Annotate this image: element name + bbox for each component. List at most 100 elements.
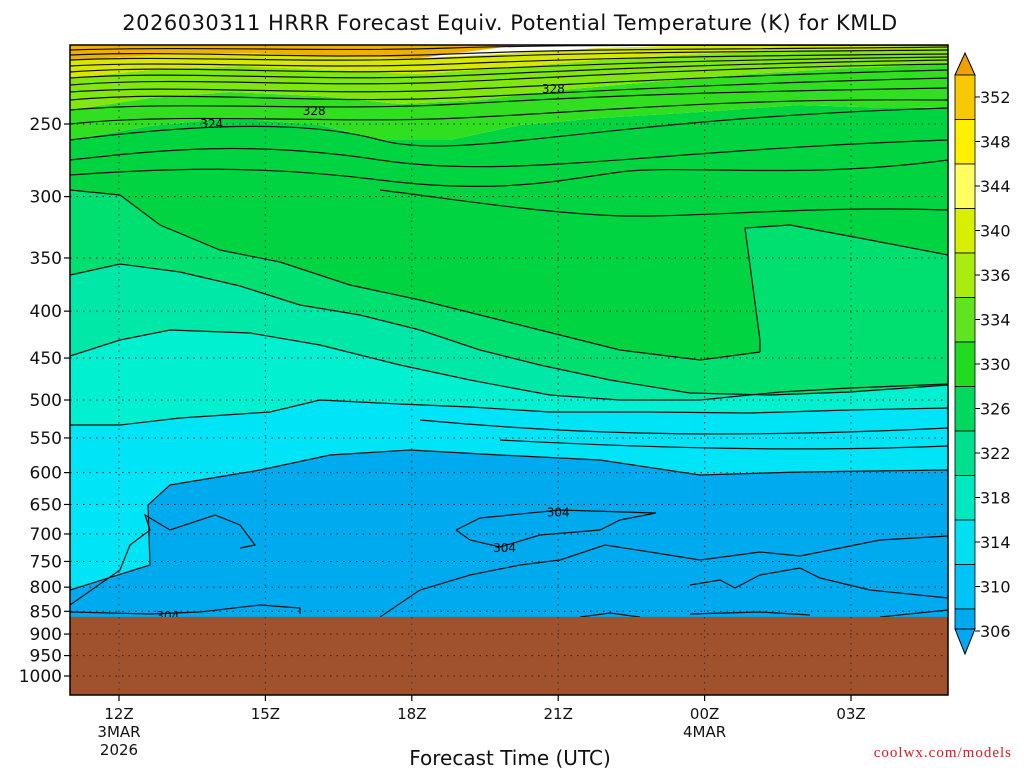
colorbar-tick-label: 326 (980, 400, 1011, 419)
y-axis: 250 300 350 400 450 500 550 600 650 700 750 800 850 9… (19, 115, 70, 687)
contour-label: 328 (303, 104, 326, 118)
contour-line (70, 46, 948, 57)
contour-line (70, 63, 948, 86)
contour-line (70, 329, 948, 401)
colorbar-segment (954, 564, 976, 610)
contour-line (879, 609, 948, 618)
colorbar-tick-label: 306 (980, 622, 1011, 641)
y-tick-label: 700 (30, 525, 62, 545)
colorbar-tick-label: 352 (980, 88, 1011, 107)
filled-contour-bands (70, 45, 948, 695)
contour-label: 324 (200, 117, 223, 131)
contour-label: 304 (493, 541, 516, 555)
y-tick-label: 450 (30, 349, 62, 369)
colorbar-tick-label: 318 (980, 489, 1011, 508)
contour-line (455, 509, 657, 548)
x-tick-date: 3MAR (97, 723, 140, 741)
x-tick-label: 15Z (251, 705, 280, 723)
x-tick-date: 4MAR (683, 723, 726, 741)
x-axis-label: Forecast Time (UTC) (409, 746, 611, 768)
contour-label: 328 (542, 82, 565, 96)
contour-line (419, 419, 948, 435)
y-tick-label: 750 (30, 552, 62, 572)
contour-line (70, 49, 948, 61)
contour-line (379, 535, 948, 618)
contour-line (70, 604, 301, 615)
chart-title: 2026030311 HRRR Forecast Equiv. Potentia… (122, 11, 897, 35)
y-tick-label: 500 (30, 391, 62, 411)
colorbar-segment (954, 341, 976, 387)
contour-line (70, 189, 761, 361)
contour-line (379, 189, 948, 217)
colorbar-max-arrow (954, 51, 976, 76)
contour-line (744, 224, 948, 352)
contour-line (70, 139, 948, 168)
colorbar-segment (954, 252, 976, 298)
contour-line (70, 77, 948, 101)
contour-line (70, 59, 948, 79)
y-tick-label: 350 (30, 249, 62, 269)
band-322 (70, 105, 948, 360)
colorbar-tick-label: 330 (980, 355, 1011, 374)
contour-line (70, 56, 948, 73)
contour-line (579, 612, 641, 618)
plot-frame (69, 44, 949, 696)
contour-line (689, 567, 948, 599)
gridlines (70, 45, 948, 695)
credit-text: coolwx.com/models (874, 745, 1012, 761)
y-tick-label: 300 (30, 188, 62, 208)
y-tick-label: 950 (30, 647, 62, 667)
band-310 (70, 330, 948, 425)
band-326 (70, 64, 948, 140)
contour-line (70, 513, 257, 606)
colorbar-segment (954, 608, 976, 630)
band-314 (70, 264, 948, 400)
x-tick-label: 00Z (690, 705, 719, 723)
contour-line (70, 69, 948, 93)
colorbar-segment (954, 74, 976, 120)
contour-line (70, 53, 948, 67)
x-tick-label: 03Z (836, 705, 865, 723)
y-tick-label: 650 (30, 495, 62, 515)
colorbar-segment (954, 119, 976, 165)
colorbar-tick-label: 322 (980, 444, 1011, 463)
band-318 (70, 190, 948, 395)
y-tick-label: 550 (30, 429, 62, 449)
colorbar-min-arrow (954, 628, 976, 656)
y-tick-label: 400 (30, 302, 62, 322)
y-tick-label: 850 (30, 602, 62, 622)
colorbar-tick-label: 314 (980, 533, 1011, 552)
colorbar-segment (954, 386, 976, 432)
y-tick-label: 250 (30, 115, 62, 135)
x-tick-label: 18Z (397, 705, 426, 723)
terrain-below-surface (70, 616, 948, 695)
contour-line (70, 159, 948, 188)
contour-line (70, 107, 948, 147)
colorbar-segment (954, 163, 976, 209)
contour-line (70, 99, 948, 125)
colorbar-tick-label: 340 (980, 222, 1011, 241)
contour-line (70, 87, 948, 111)
contour-line (70, 449, 948, 591)
contour-line (689, 611, 811, 616)
band-306 (70, 400, 948, 590)
colorbar-tick-label: 348 (980, 133, 1011, 152)
y-tick-label: 1000 (19, 667, 62, 687)
colorbar-tick-label: 334 (980, 311, 1011, 330)
colorbar-segment (954, 475, 976, 521)
y-tick-label: 800 (30, 578, 62, 598)
colorbar-segment (954, 297, 976, 343)
colorbar: 352 348 344 340 336 334 330 326 322 318 314 310 306 (954, 51, 1011, 656)
colorbar-segment (954, 519, 976, 565)
colorbar-tick-label: 310 (980, 578, 1011, 597)
x-tick-label: 12Z (104, 705, 133, 723)
colorbar-segment (954, 430, 976, 476)
colorbar-tick-label: 344 (980, 177, 1011, 196)
y-tick-label: 900 (30, 625, 62, 645)
x-tick-year: 2026 (100, 741, 138, 759)
contour-line (70, 399, 948, 426)
